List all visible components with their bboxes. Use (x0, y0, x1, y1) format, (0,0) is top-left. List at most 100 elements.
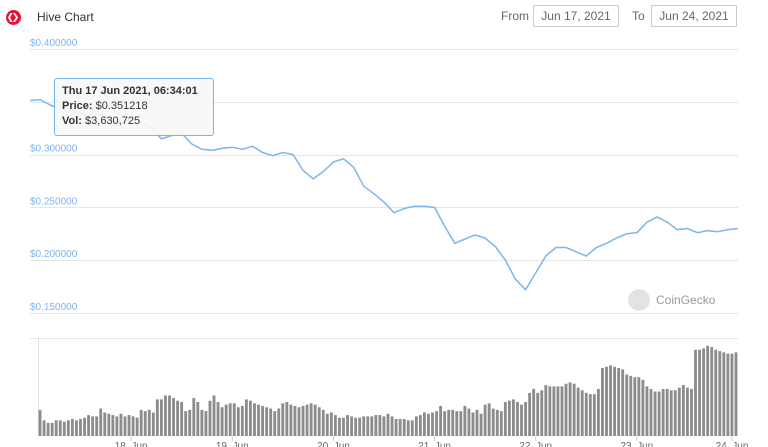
volume-bar (665, 388, 669, 436)
to-label: To (632, 9, 645, 23)
volume-bar (629, 375, 633, 436)
volume-bar (516, 402, 519, 436)
tooltip-price-label: Price: (62, 100, 93, 112)
volume-bar (447, 409, 451, 436)
y-tick-label: $0.300000 (30, 144, 78, 155)
to-date-input[interactable]: Jun 24, 2021 (651, 5, 737, 27)
volume-bar (111, 415, 115, 436)
volume-bar (285, 402, 289, 436)
volume-bar (277, 408, 281, 436)
volume-bar (690, 388, 693, 436)
volume-bar (289, 404, 293, 436)
volume-bar (240, 405, 244, 436)
volume-bar (649, 388, 653, 436)
volume-bar (621, 369, 625, 436)
volume-bar (87, 415, 90, 436)
from-date-input[interactable]: Jun 17, 2021 (533, 5, 619, 27)
volume-bar (317, 407, 321, 436)
volume-bar (168, 395, 171, 436)
volume-bar (216, 402, 220, 436)
volume-bar (532, 388, 536, 436)
volume-bar (333, 415, 337, 436)
volume-bar (645, 386, 649, 436)
volume-bar (139, 409, 143, 436)
x-tick-label: 24. Jun (716, 441, 749, 447)
volume-bar (544, 385, 548, 436)
tooltip-price-row: Price: $0.351218 (62, 99, 213, 114)
x-tick-label: 21. Jun (418, 441, 451, 447)
volume-bar (633, 377, 637, 436)
gecko-logo-icon (628, 289, 650, 311)
volume-bar (588, 394, 592, 436)
volume-bar (123, 416, 127, 436)
x-tick-label: 22. Jun (519, 441, 552, 447)
volume-bar (224, 404, 228, 436)
volume-bar (75, 420, 78, 436)
volume-bar (313, 404, 317, 436)
volume-bar (694, 349, 697, 436)
volume-bar (244, 399, 248, 436)
volume-bar (309, 403, 313, 436)
price-tooltip: Thu 17 Jun 2021, 06:34:01 Price: $0.3512… (54, 78, 214, 136)
volume-bar (107, 413, 111, 436)
volume-bar (427, 413, 430, 436)
volume-bar (236, 407, 240, 436)
volume-bar (439, 405, 443, 436)
volume-bar (669, 390, 673, 436)
volume-bar (443, 411, 447, 436)
volume-bar (714, 349, 718, 436)
volume-bar (257, 404, 260, 436)
hive-logo-icon (6, 10, 21, 25)
x-axis-labels: 18. Jun 19. Jun 20. Jun 21. Jun 22. Jun 23. J… (115, 436, 749, 447)
chart-header: Hive Chart From Jun 17, 2021 To Jun 24, … (0, 0, 768, 34)
volume-bar (180, 402, 184, 436)
volume-bar (568, 382, 572, 436)
volume-bar (459, 411, 463, 436)
volume-bar (293, 405, 297, 436)
volume-bar (657, 391, 661, 436)
volume-bar (641, 379, 645, 436)
volume-bar (232, 403, 236, 436)
volume-bar (273, 411, 277, 436)
volume-bar (560, 386, 564, 436)
volume-bar (378, 415, 382, 436)
volume-bar (386, 413, 390, 436)
volume-bar (507, 400, 511, 436)
volume-bar (520, 404, 523, 436)
volume-bar (164, 395, 167, 436)
chart-title: Hive Chart (37, 10, 94, 24)
volume-bar (556, 386, 560, 436)
volume-bar (390, 416, 394, 436)
volume-bar (499, 411, 503, 436)
volume-bar (402, 419, 406, 436)
volume-bar (698, 349, 701, 436)
volume-bar (528, 392, 532, 436)
volume-bar (261, 405, 264, 436)
volume-bar (479, 413, 483, 436)
volume-bar (718, 351, 722, 436)
volume-bar (576, 387, 580, 436)
volume-bar (301, 405, 305, 436)
volume-bar (172, 398, 175, 436)
volume-bar (228, 403, 232, 436)
volume-bar (358, 417, 362, 436)
volume-bar (613, 366, 617, 436)
volume-bar (131, 416, 135, 436)
volume-bar (410, 420, 414, 436)
from-label: From (501, 9, 529, 23)
volume-bar (151, 412, 155, 436)
volume-bar (159, 399, 163, 436)
volume-bar (46, 422, 50, 436)
volume-bar (706, 345, 710, 436)
volume-bar (253, 403, 256, 436)
volume-bar (601, 368, 604, 436)
tooltip-vol-label: Vol: (62, 115, 82, 127)
volume-bar (305, 404, 309, 436)
volume-bar (726, 353, 730, 436)
volume-bar (249, 400, 252, 436)
volume-bar (325, 413, 329, 436)
volume-bar (418, 415, 422, 436)
volume-bar (135, 417, 139, 436)
volume-bar (342, 417, 345, 436)
